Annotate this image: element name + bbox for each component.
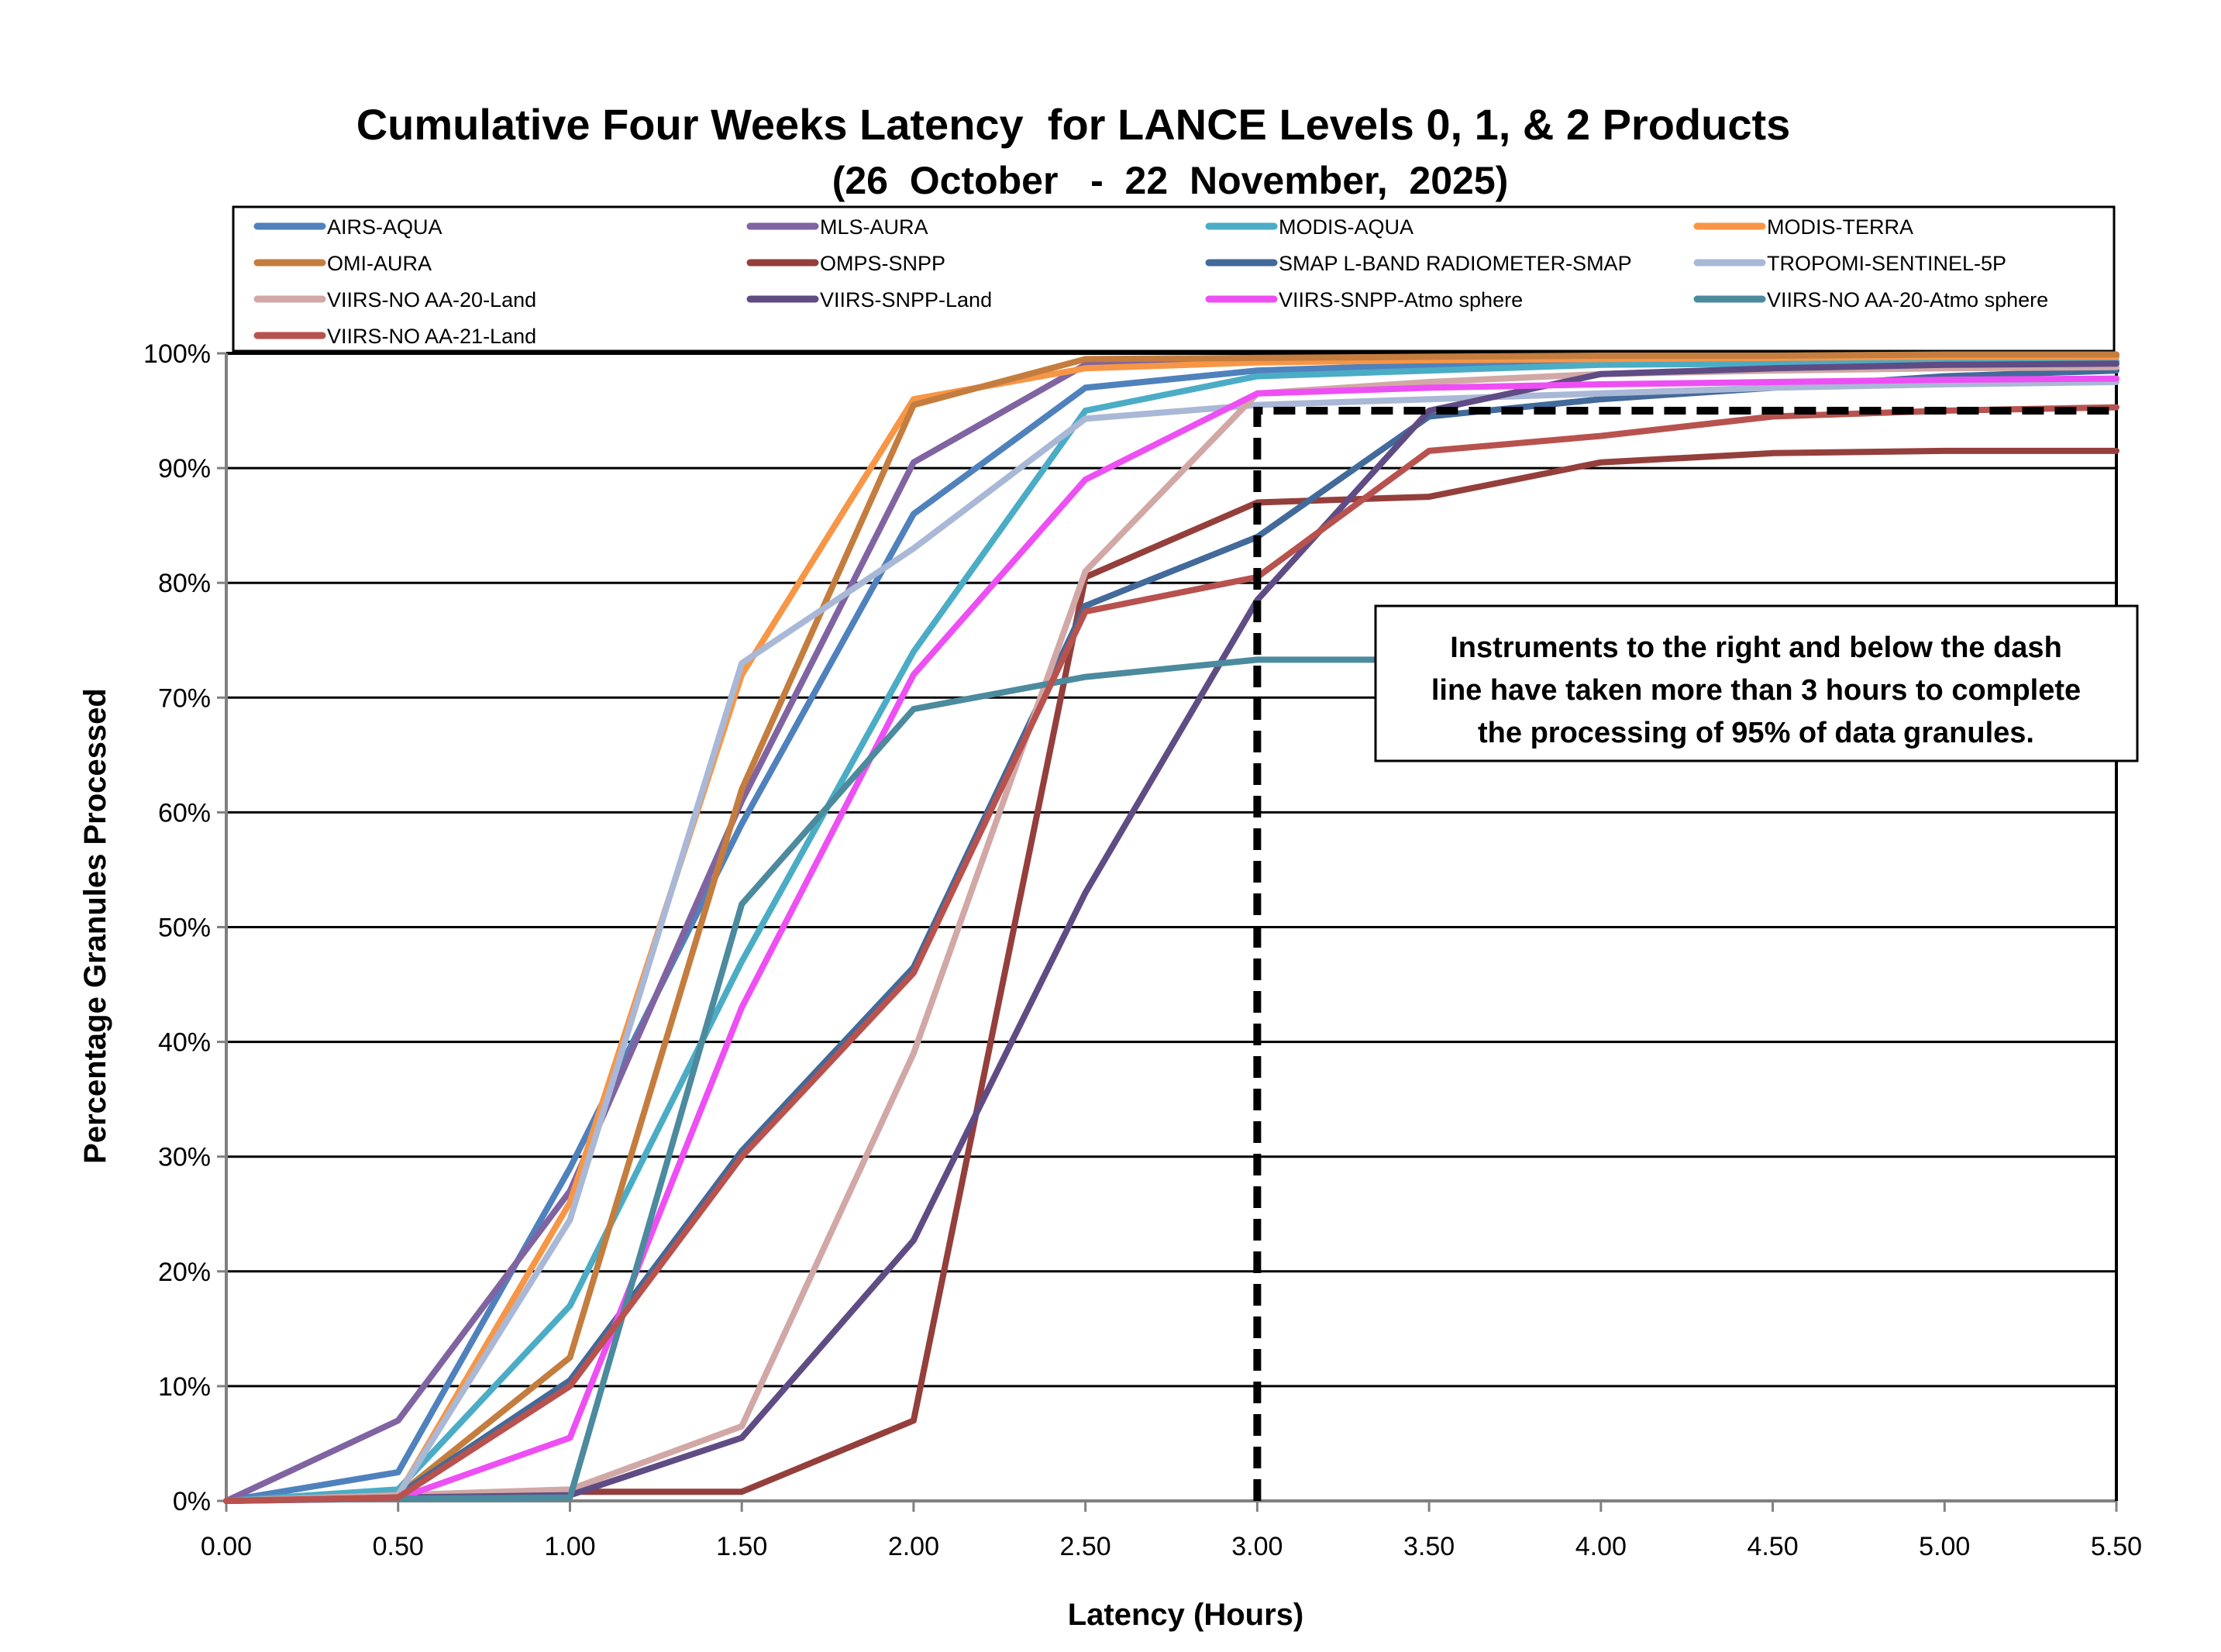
x-tick-label: 5.00	[1919, 1532, 1970, 1561]
x-tick-label: 3.50	[1403, 1532, 1455, 1561]
legend-label: VIIRS-NO AA-20-Atmo sphere	[1767, 288, 2048, 311]
series-line-viirs-noaa-21-land	[223, 404, 2119, 1504]
legend-label: VIIRS-SNPP-Land	[820, 288, 992, 311]
x-tick-label: 4.00	[1575, 1532, 1627, 1561]
chart-title: Cumulative Four Weeks Latency for LANCE …	[356, 100, 1791, 149]
legend-item: OMPS-SNPP	[746, 252, 945, 275]
y-tick-label: 100%	[143, 339, 211, 369]
x-tick-label: 1.00	[544, 1532, 595, 1561]
y-tick-label: 70%	[158, 683, 211, 713]
legend-item: VIIRS-SNPP-Atmo sphere	[1205, 288, 1523, 311]
x-axis-title: Latency (Hours)	[1068, 1598, 1304, 1632]
legend-item: VIIRS-NO AA-20-Atmo sphere	[1693, 288, 2048, 311]
annotation-line-2: line have taken more than 3 hours to com…	[1431, 674, 2081, 707]
legend-item: OMI-AURA	[253, 252, 432, 275]
annotation-line-1: Instruments to the right and below the d…	[1450, 632, 2062, 664]
annotation-frame	[1374, 604, 2139, 762]
series-line-modis-aqua	[223, 358, 2119, 1504]
legend-label: OMI-AURA	[327, 252, 432, 275]
legend-label: VIIRS-SNPP-Atmo sphere	[1279, 288, 1523, 311]
legend-item: VIIRS-SNPP-Land	[746, 288, 992, 311]
legend-label: MODIS-TERRA	[1767, 215, 1913, 239]
y-tick-label: 90%	[158, 454, 211, 484]
x-tick-label: 0.50	[373, 1532, 424, 1561]
legend-item: MODIS-AQUA	[1205, 215, 1414, 239]
x-tick-label: 1.50	[716, 1532, 767, 1561]
legend-label: SMAP L-BAND RADIOMETER-SMAP	[1279, 252, 1632, 275]
y-tick-label: 10%	[158, 1372, 211, 1402]
x-tick-label: 2.00	[888, 1532, 939, 1561]
y-tick-label: 60%	[158, 798, 211, 828]
chart-subtitle: (26 October - 22 November, 2025)	[832, 159, 1509, 202]
y-tick-label: 80%	[158, 569, 211, 598]
legend-label: OMPS-SNPP	[820, 252, 945, 275]
legend-label: VIIRS-NO AA-20-Land	[327, 288, 536, 311]
x-tick-label: 5.50	[2091, 1532, 2142, 1561]
y-tick-label: 50%	[158, 914, 211, 943]
x-tick-label: 2.50	[1060, 1532, 1111, 1561]
legend-label: TROPOMI-SENTINEL-5P	[1767, 252, 2006, 275]
x-tick-label: 4.50	[1747, 1532, 1798, 1561]
plot-area: 0% 10% 20% 30% 40% 50% 60% 70% 80% 90% 100% 0.00 0.5…	[143, 339, 2142, 1561]
legend-label: VIIRS-NO AA-21-Land	[327, 325, 536, 348]
legend-item: SMAP L-BAND RADIOMETER-SMAP	[1205, 252, 1632, 275]
legend-item: MODIS-TERRA	[1693, 215, 1913, 239]
threshold-dash-line	[1253, 407, 2116, 1501]
legend: AIRS-AQUA MLS-AURA MODIS-AQUA MODIS-TERRA OM…	[232, 205, 2116, 353]
legend-frame	[232, 205, 2116, 353]
series-line-viirs-snpp-atmosphere	[223, 375, 2119, 1504]
x-tick-label: 3.00	[1231, 1532, 1283, 1561]
y-tick-label: 40%	[158, 1028, 211, 1058]
y-tick-label: 20%	[158, 1258, 211, 1287]
y-axis-title: Percentage Granules Processed	[78, 688, 112, 1164]
annotation-box: Instruments to the right and below the d…	[1374, 604, 2139, 762]
y-tick-label: 30%	[158, 1143, 211, 1172]
legend-label: MLS-AURA	[820, 215, 928, 239]
legend-item: MLS-AURA	[746, 215, 928, 239]
series-line-tropomi-sentinel-5p	[223, 379, 2119, 1504]
legend-label: AIRS-AQUA	[327, 215, 442, 239]
legend-item: VIIRS-NO AA-20-Land	[253, 288, 536, 311]
x-tick-label: 0.00	[201, 1532, 252, 1561]
legend-item: AIRS-AQUA	[253, 215, 442, 239]
legend-item: TROPOMI-SENTINEL-5P	[1693, 252, 2006, 275]
legend-label: MODIS-AQUA	[1279, 215, 1414, 239]
legend-item: VIIRS-NO AA-21-Land	[253, 325, 536, 348]
annotation-line-3: the processing of 95% of data granules.	[1478, 717, 2034, 749]
series-line-omi-aura	[223, 351, 2119, 1504]
y-tick-label: 0%	[173, 1487, 211, 1516]
